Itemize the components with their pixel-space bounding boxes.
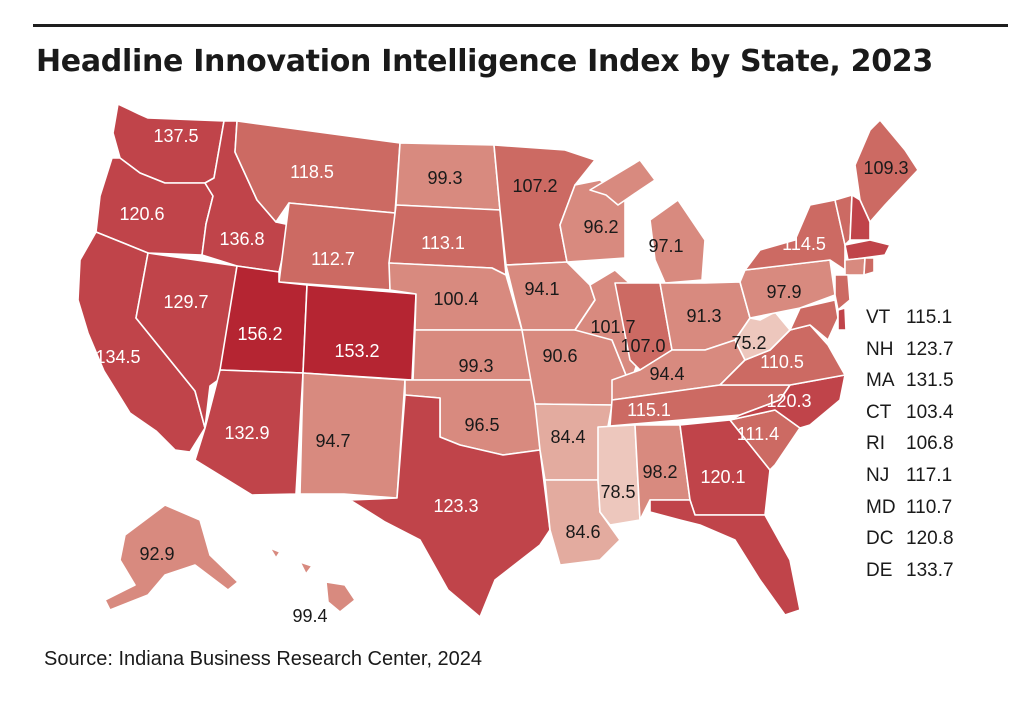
state-value-wy: 112.7 xyxy=(311,249,355,269)
side-value: 110.7 xyxy=(906,496,953,518)
state-value-sd: 113.1 xyxy=(421,233,465,253)
top-rule xyxy=(33,24,1008,27)
state-value-hi: 99.4 xyxy=(292,606,327,626)
small-states-table: VT 115.1 NH 123.7 MA 131.5 CT 103.4 RI 106.8 NJ 117… xyxy=(866,306,954,590)
state-value-oh: 91.3 xyxy=(686,306,721,326)
side-abbr: MD xyxy=(866,496,896,518)
side-abbr: NH xyxy=(866,338,894,360)
map-title: Headline Innovation Intelligence Index b… xyxy=(36,44,933,79)
side-row-vt: VT 115.1 xyxy=(866,306,954,338)
state-value-sc: 111.4 xyxy=(737,424,779,444)
state-value-va: 110.5 xyxy=(760,352,804,372)
state-value-ny: 114.5 xyxy=(782,234,826,254)
state-value-ne: 100.4 xyxy=(433,289,478,309)
side-abbr: DC xyxy=(866,528,894,550)
state-value-id: 136.8 xyxy=(219,229,264,249)
state-value-ok: 96.5 xyxy=(464,415,499,435)
state-value-ga: 120.1 xyxy=(700,467,745,487)
state-de xyxy=(837,307,847,331)
side-row-dc: DC 120.8 xyxy=(866,527,954,559)
side-row-nj: NJ 117.1 xyxy=(866,464,954,496)
side-value: 115.1 xyxy=(906,307,953,328)
side-value: 117.1 xyxy=(906,464,953,486)
state-wy xyxy=(278,202,396,291)
state-value-il: 101.7 xyxy=(590,317,635,337)
state-ct xyxy=(844,257,866,276)
state-ms xyxy=(597,424,641,526)
side-value: 120.8 xyxy=(906,528,954,550)
state-value-al: 98.2 xyxy=(642,462,677,482)
state-nh xyxy=(849,194,871,241)
state-value-ky: 94.4 xyxy=(649,364,684,384)
state-value-tn: 115.1 xyxy=(627,400,671,420)
side-value: 106.8 xyxy=(906,433,954,455)
state-value-or: 120.6 xyxy=(119,204,164,224)
side-row-ct: CT 103.4 xyxy=(866,401,954,433)
state-value-ks: 99.3 xyxy=(458,356,493,376)
state-value-in: 107.0 xyxy=(620,336,665,356)
state-value-la: 84.6 xyxy=(565,522,600,542)
side-row-ma: MA 131.5 xyxy=(866,369,954,401)
state-value-labels: 137.5 120.6 134.5 129.7 136.8 118.5 112.7 156.2… xyxy=(95,126,908,626)
side-value: 133.7 xyxy=(906,559,954,581)
state-value-me: 109.3 xyxy=(863,158,908,178)
state-value-mi: 97.1 xyxy=(648,236,683,256)
state-nc xyxy=(729,374,846,429)
state-value-nc: 120.3 xyxy=(766,391,811,411)
side-abbr: MA xyxy=(866,370,895,392)
state-value-mo: 90.6 xyxy=(542,346,577,366)
source-note: Source: Indiana Business Research Center… xyxy=(44,648,483,670)
state-co xyxy=(302,284,417,381)
side-value: 131.5 xyxy=(906,370,954,392)
side-value: 123.7 xyxy=(906,338,954,360)
state-ak xyxy=(104,504,239,611)
state-value-mn: 107.2 xyxy=(512,176,557,196)
state-value-ut: 156.2 xyxy=(237,324,282,344)
state-value-nd: 99.3 xyxy=(427,168,462,188)
state-nm xyxy=(299,372,406,499)
state-value-wv: 75.2 xyxy=(731,333,766,353)
side-abbr: VT xyxy=(866,307,891,328)
state-value-pa: 97.9 xyxy=(766,282,801,302)
state-hi xyxy=(269,547,356,613)
state-value-ca: 134.5 xyxy=(95,347,140,367)
state-value-az: 132.9 xyxy=(224,423,269,443)
state-tx xyxy=(349,394,551,618)
state-value-ar: 84.4 xyxy=(550,427,585,447)
side-abbr: NJ xyxy=(866,464,890,486)
state-value-ia: 94.1 xyxy=(524,279,559,299)
side-abbr: DE xyxy=(866,559,893,581)
state-value-nm: 94.7 xyxy=(315,431,350,451)
state-value-nv: 129.7 xyxy=(163,292,208,312)
state-nj xyxy=(834,274,851,311)
state-value-wa: 137.5 xyxy=(153,126,198,146)
side-row-md: MD 110.7 xyxy=(866,496,954,528)
state-value-ms: 78.5 xyxy=(600,482,635,502)
state-value-fl: 126.4 xyxy=(697,580,742,600)
state-mi xyxy=(589,159,706,284)
state-shapes xyxy=(77,103,919,618)
side-abbr: RI xyxy=(866,433,885,455)
state-wi xyxy=(559,179,626,263)
side-row-ri: RI 106.8 xyxy=(866,432,954,464)
side-value: 103.4 xyxy=(906,401,954,423)
side-abbr: CT xyxy=(866,401,892,423)
state-ri xyxy=(863,257,875,276)
side-row-nh: NH 123.7 xyxy=(866,338,954,370)
state-value-co: 153.2 xyxy=(334,341,379,361)
state-value-tx: 123.3 xyxy=(433,496,478,516)
side-row-de: DE 133.7 xyxy=(866,559,954,591)
state-value-wi: 96.2 xyxy=(583,217,618,237)
state-value-ak: 92.9 xyxy=(139,544,174,564)
state-value-mt: 118.5 xyxy=(290,162,334,182)
state-ma xyxy=(844,239,891,261)
state-fl xyxy=(649,499,801,616)
